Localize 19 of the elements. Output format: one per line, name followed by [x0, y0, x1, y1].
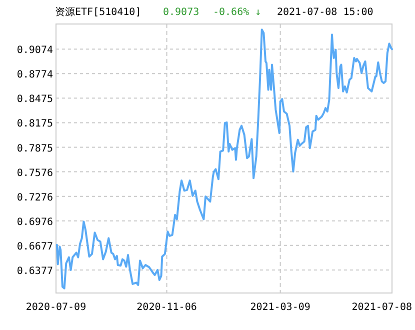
- y-tick-label: 0.8774: [16, 70, 53, 81]
- y-tick-label: 0.9074: [16, 45, 53, 56]
- text: -0.66% ↓: [213, 7, 262, 18]
- text: 0.9073: [163, 7, 200, 18]
- y-tick-label: 0.6377: [16, 266, 53, 277]
- x-tick-label: 2020-11-06: [136, 302, 197, 313]
- y-tick-label: 0.6976: [16, 216, 53, 228]
- text: 2021-07-08 15:00: [277, 7, 374, 18]
- x-tick-label: 2021-03-09: [250, 302, 310, 313]
- chart-title: 资源ETF[510410]: [55, 6, 142, 18]
- y-tick-label: 0.6677: [16, 241, 53, 252]
- y-tick-label: 0.8175: [16, 118, 53, 130]
- y-tick-label: 0.7276: [16, 192, 53, 204]
- y-tick-label: 0.7576: [16, 168, 53, 179]
- line-series: [56, 28, 393, 290]
- y-tick-label: 0.7875: [16, 143, 53, 154]
- x-tick-label: 2021-07-08: [352, 302, 412, 313]
- x-tick-label: 2020-07-09: [26, 302, 86, 313]
- y-tick-label: 0.8475: [16, 94, 53, 106]
